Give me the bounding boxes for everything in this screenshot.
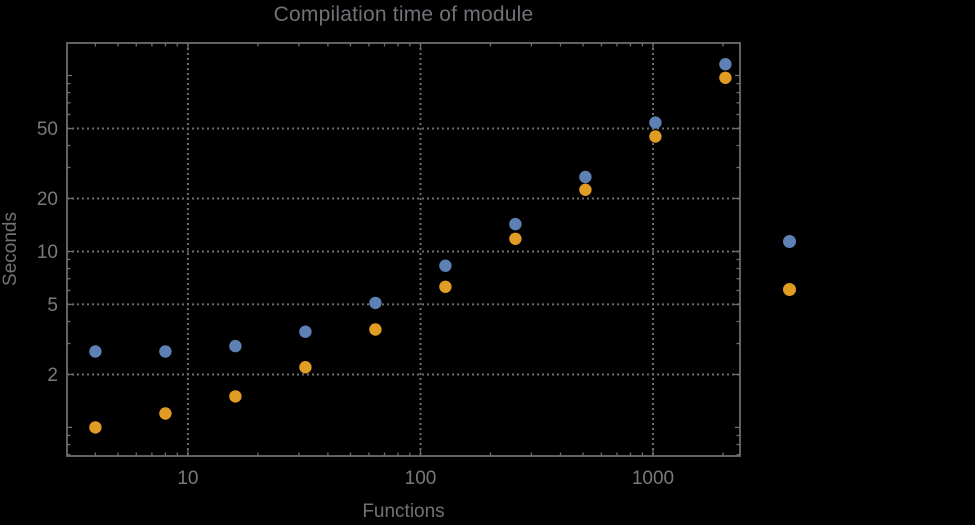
data-point-blue — [649, 116, 662, 129]
data-point-orange — [649, 130, 662, 143]
data-point-orange — [579, 183, 592, 196]
x-axis-label: Functions — [362, 501, 445, 522]
data-point-blue — [439, 259, 452, 272]
plot-frame — [66, 42, 741, 457]
data-point-orange — [299, 361, 312, 374]
data-point-blue — [229, 339, 242, 353]
data-point-blue — [369, 296, 382, 310]
data-point-orange — [369, 323, 382, 336]
data-point-blue — [89, 345, 102, 358]
x-tick-label: 1000 — [632, 468, 674, 489]
data-point-blue — [579, 170, 592, 184]
chart-title: Compilation time of module — [273, 3, 534, 26]
gridlines — [67, 43, 740, 456]
data-point-orange — [719, 71, 732, 85]
data-point-blue — [719, 57, 732, 71]
y-axis-label: Seconds — [0, 212, 21, 286]
data-point-orange — [159, 407, 172, 420]
y-tick-label: 10 — [37, 242, 58, 263]
frame-ticks — [67, 43, 740, 456]
data-point-blue — [509, 217, 522, 231]
y-tick-label: 50 — [37, 119, 58, 140]
data-point-orange — [439, 280, 452, 293]
data-point-orange — [89, 421, 102, 434]
x-tick-label: 10 — [177, 468, 198, 489]
x-tick-label: 100 — [405, 468, 437, 489]
y-tick-label: 5 — [47, 295, 58, 316]
y-tick-label: 2 — [47, 365, 58, 386]
tick-labels: 10 100 1000 2 5 10 20 50 — [37, 119, 674, 489]
data-point-blue — [159, 345, 172, 358]
data-point-blue — [299, 325, 312, 338]
data-point-orange — [229, 390, 242, 403]
y-tick-label: 20 — [37, 189, 58, 210]
data-point-orange — [509, 232, 522, 245]
series-blue-points — [89, 57, 732, 358]
series-orange-points — [89, 71, 732, 434]
